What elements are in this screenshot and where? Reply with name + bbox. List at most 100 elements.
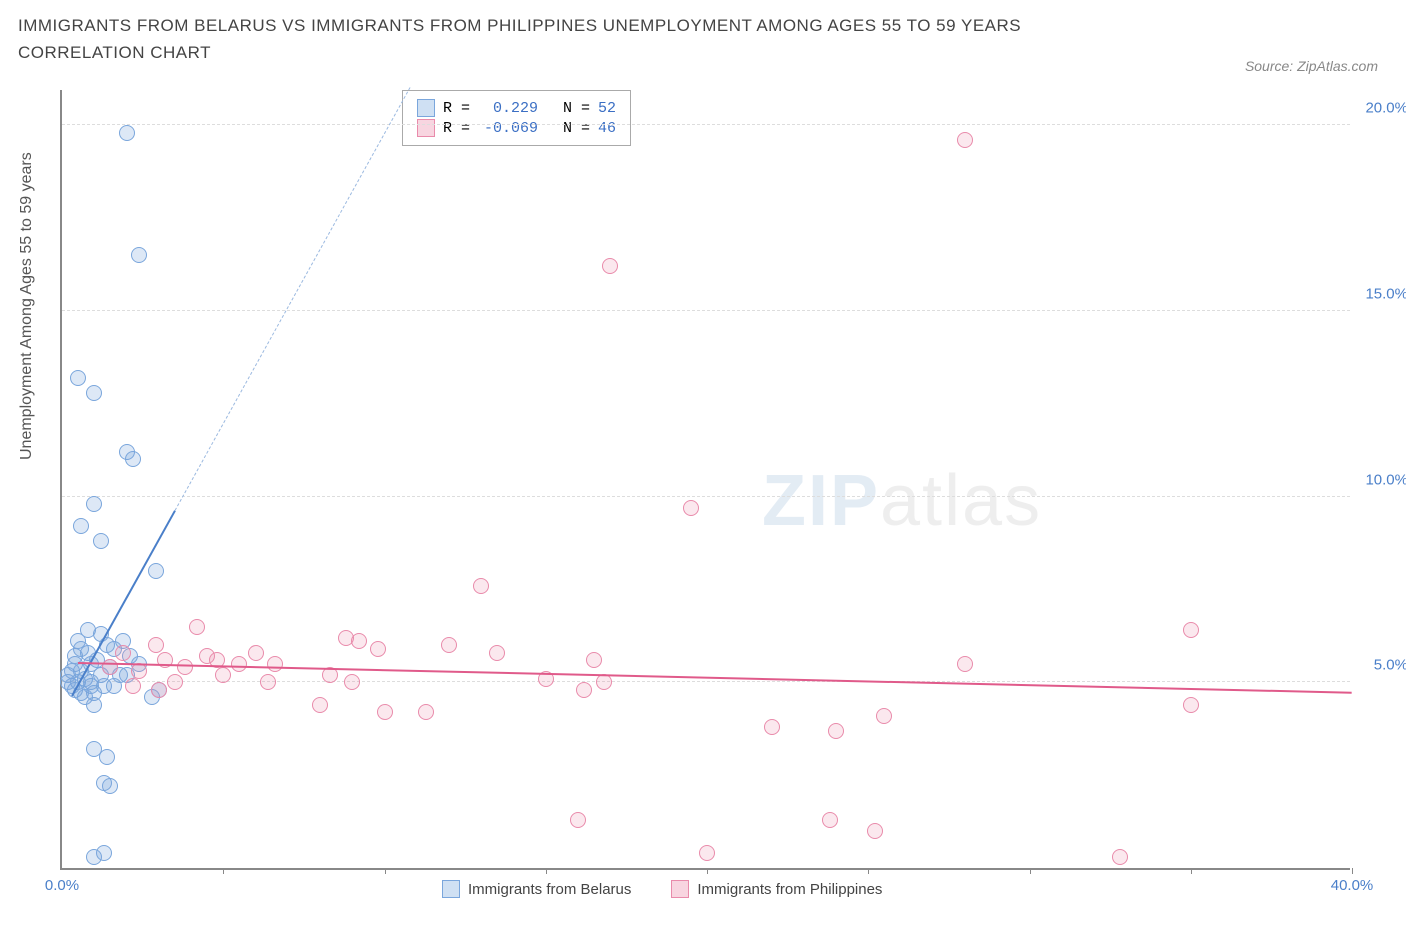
data-point — [60, 667, 76, 683]
ytick-label: 5.0% — [1374, 657, 1406, 674]
xtick-mark — [1352, 868, 1353, 874]
data-point — [248, 645, 264, 661]
y-axis-label: Unemployment Among Ages 55 to 59 years — [18, 152, 36, 460]
data-point — [215, 667, 231, 683]
data-point — [267, 656, 283, 672]
data-point — [73, 518, 89, 534]
r-label: R = — [443, 100, 470, 117]
chart-title: IMMIGRANTS FROM BELARUS VS IMMIGRANTS FR… — [18, 12, 1118, 66]
n-label: N = — [563, 120, 590, 137]
data-point — [119, 125, 135, 141]
series-legend: Immigrants from Belarus Immigrants from … — [442, 880, 882, 898]
xtick-mark — [1030, 868, 1031, 874]
data-point — [764, 719, 780, 735]
data-point — [586, 652, 602, 668]
data-point — [441, 637, 457, 653]
data-point — [822, 812, 838, 828]
n-value-belarus: 52 — [598, 100, 616, 117]
ytick-label: 20.0% — [1365, 100, 1406, 117]
data-point — [231, 656, 247, 672]
ytick-label: 10.0% — [1365, 471, 1406, 488]
data-point — [77, 689, 93, 705]
xtick-mark — [868, 868, 869, 874]
data-point — [418, 704, 434, 720]
data-point — [83, 674, 99, 690]
data-point — [957, 656, 973, 672]
data-point — [377, 704, 393, 720]
data-point — [596, 674, 612, 690]
xtick-mark — [385, 868, 386, 874]
data-point — [1183, 697, 1199, 713]
data-point — [102, 778, 118, 794]
watermark: ZIPatlas — [762, 460, 1042, 542]
xtick-mark — [223, 868, 224, 874]
data-point — [828, 723, 844, 739]
xtick-mark — [707, 868, 708, 874]
legend-item-philippines: Immigrants from Philippines — [671, 880, 882, 898]
data-point — [70, 370, 86, 386]
data-point — [167, 674, 183, 690]
data-point — [125, 678, 141, 694]
data-point — [86, 385, 102, 401]
gridline — [62, 124, 1350, 125]
data-point — [957, 132, 973, 148]
data-point — [699, 845, 715, 861]
data-point — [570, 812, 586, 828]
correlation-legend: R = 0.229 N = 52 R = -0.069 N = 46 — [402, 90, 631, 146]
legend-label-belarus: Immigrants from Belarus — [468, 881, 631, 898]
r-value-belarus: 0.229 — [478, 100, 538, 117]
data-point — [312, 697, 328, 713]
data-point — [148, 637, 164, 653]
data-point — [106, 678, 122, 694]
legend-row-belarus: R = 0.229 N = 52 — [417, 99, 616, 117]
n-value-philippines: 46 — [598, 120, 616, 137]
data-point — [96, 845, 112, 861]
data-point — [73, 641, 89, 657]
data-point — [489, 645, 505, 661]
data-point — [125, 451, 141, 467]
xtick-mark — [546, 868, 547, 874]
data-point — [576, 682, 592, 698]
data-point — [370, 641, 386, 657]
xtick-label: 40.0% — [1331, 877, 1374, 894]
data-point — [260, 674, 276, 690]
data-point — [199, 648, 215, 664]
gridline — [62, 496, 1350, 497]
n-label: N = — [563, 100, 590, 117]
trend-line-dashed — [174, 87, 410, 511]
data-point — [115, 645, 131, 661]
swatch-philippines — [671, 880, 689, 898]
legend-row-philippines: R = -0.069 N = 46 — [417, 119, 616, 137]
xtick-label: 0.0% — [45, 877, 79, 894]
plot-area: ZIPatlas R = 0.229 N = 52 R = -0.069 N =… — [60, 90, 1350, 870]
data-point — [86, 496, 102, 512]
swatch-belarus — [417, 99, 435, 117]
legend-label-philippines: Immigrants from Philippines — [697, 881, 882, 898]
data-point — [1112, 849, 1128, 865]
data-point — [683, 500, 699, 516]
data-point — [338, 630, 354, 646]
xtick-mark — [1191, 868, 1192, 874]
data-point — [93, 533, 109, 549]
data-point — [602, 258, 618, 274]
data-point — [151, 682, 167, 698]
gridline — [62, 681, 1350, 682]
data-point — [876, 708, 892, 724]
data-point — [99, 749, 115, 765]
ytick-label: 15.0% — [1365, 285, 1406, 302]
legend-item-belarus: Immigrants from Belarus — [442, 880, 631, 898]
data-point — [473, 578, 489, 594]
data-point — [177, 659, 193, 675]
data-point — [189, 619, 205, 635]
source-label: Source: ZipAtlas.com — [1245, 58, 1378, 74]
data-point — [867, 823, 883, 839]
data-point — [131, 247, 147, 263]
swatch-philippines — [417, 119, 435, 137]
r-label: R = — [443, 120, 470, 137]
gridline — [62, 310, 1350, 311]
swatch-belarus — [442, 880, 460, 898]
r-value-philippines: -0.069 — [478, 120, 538, 137]
data-point — [1183, 622, 1199, 638]
data-point — [344, 674, 360, 690]
data-point — [148, 563, 164, 579]
